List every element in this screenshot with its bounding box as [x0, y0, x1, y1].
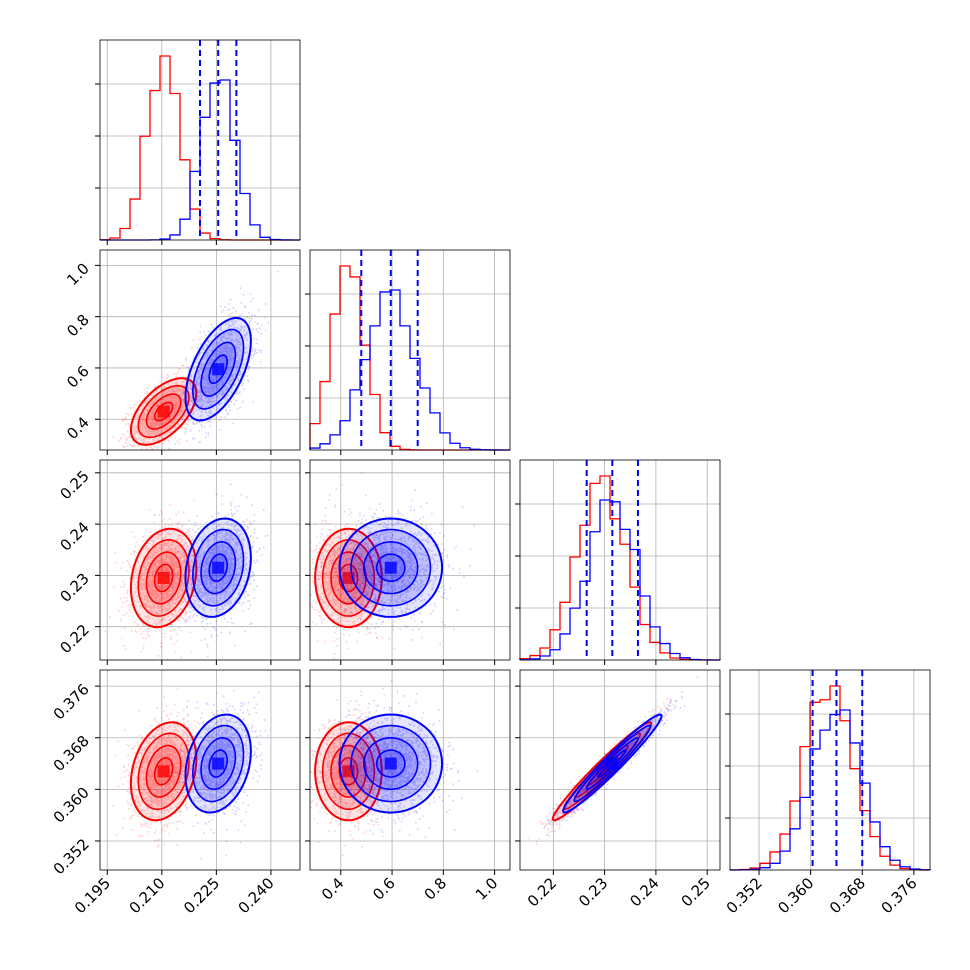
x-tick-label: 0.4 — [318, 874, 348, 904]
x-tick-label: 0.376 — [878, 874, 921, 917]
y-tick-label: 0.360 — [50, 783, 93, 826]
y-tick-label: 0.376 — [50, 680, 93, 723]
x-tick-label: 0.195 — [71, 874, 114, 917]
scatter-panel-3-2 — [519, 669, 721, 871]
scatter-panel-2-0 — [99, 459, 301, 661]
panel-frame — [309, 669, 511, 871]
diag-panel-0 — [95, 39, 301, 241]
y-tick-label: 0.352 — [50, 835, 93, 878]
density-peak-blue — [212, 363, 225, 376]
scatter-panel-2-1 — [309, 459, 511, 661]
panel-frame — [729, 669, 931, 871]
density-peak-blue — [212, 757, 225, 770]
scatter-points-blue — [160, 689, 269, 860]
panel-frame — [519, 459, 721, 661]
x-tick-label: 0.368 — [826, 874, 869, 917]
density-peak-blue — [384, 561, 397, 574]
x-tick-label: 0.25 — [678, 874, 714, 910]
x-tick-label: 0.22 — [524, 874, 560, 910]
histogram-blue — [729, 709, 931, 871]
scatter-panel-3-0 — [99, 669, 301, 871]
x-tick-label: 1.0 — [472, 874, 502, 904]
y-tick-label: 0.24 — [56, 518, 92, 554]
panel-frame — [99, 459, 301, 661]
diag-panel-3 — [725, 669, 931, 871]
panel-frame — [99, 39, 301, 241]
x-tick-label: 0.8 — [421, 874, 451, 904]
x-tick-label: 0.225 — [180, 874, 223, 917]
x-tick-label: 0.210 — [126, 874, 169, 917]
panel-frame — [309, 249, 511, 451]
panel-frame — [99, 249, 301, 451]
y-tick-label: 0.6 — [63, 362, 93, 392]
x-tick-label: 0.360 — [774, 874, 817, 917]
diag-panel-1 — [305, 249, 511, 451]
diag-panel-2 — [515, 459, 721, 661]
density-peak-blue — [384, 757, 397, 770]
x-tick-label: 0.23 — [575, 874, 611, 910]
density-peak-red — [157, 405, 170, 418]
panel-frame — [99, 669, 301, 871]
scatter-panel-1-0 — [99, 249, 301, 451]
y-tick-label: 0.8 — [63, 311, 93, 341]
y-tick-label: 0.4 — [63, 413, 93, 443]
histogram-blue — [309, 289, 511, 451]
x-tick-label: 0.240 — [235, 874, 278, 917]
x-tick-label: 0.24 — [626, 874, 662, 910]
density-peak-blue — [212, 561, 225, 574]
scatter-points-blue — [314, 679, 479, 838]
density-peak-red — [157, 765, 170, 778]
panel-frame — [309, 459, 511, 661]
panel-frame — [519, 669, 721, 871]
y-tick-label: 0.23 — [56, 569, 92, 605]
y-tick-label: 0.368 — [50, 732, 93, 775]
x-tick-label: 0.352 — [723, 874, 766, 917]
histogram-blue — [519, 499, 721, 661]
scatter-panel-3-1 — [309, 669, 511, 871]
y-tick-label: 0.25 — [56, 467, 92, 503]
x-tick-label: 0.6 — [369, 874, 399, 904]
y-tick-label: 0.22 — [56, 621, 92, 657]
density-peak-blue — [606, 757, 619, 770]
y-tick-label: 1.0 — [63, 259, 93, 289]
density-peak-red — [157, 571, 170, 584]
